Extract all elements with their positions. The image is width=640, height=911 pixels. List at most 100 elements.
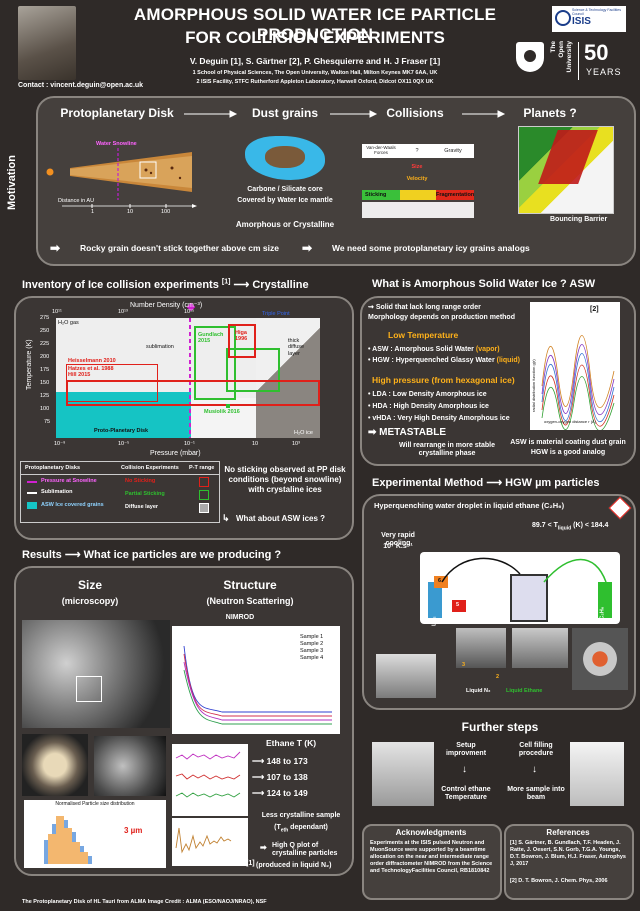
refs-2: [2] D. T. Bowron, J. Chem. Phys, 2006 (510, 878, 608, 884)
size-3um-label: 3 µm (124, 826, 143, 835)
isis-logo-sub: Science & Technology Facilities Council (572, 8, 621, 17)
inventory-ref: [1] (221, 278, 231, 286)
legend-no-sticking: No Sticking (125, 478, 156, 484)
motivation-col-dust: Dust grains (251, 106, 318, 120)
gravity-label: Gravity (444, 148, 462, 154)
asw-line-1: ⇝ Solid that lack long range order (368, 304, 481, 311)
ack-text: Experiments at the ISIS pulsed Neutron a… (370, 840, 493, 875)
rdf-x-label: oxygen-oxygen distance r (Å) (544, 419, 597, 424)
phase-legend: Protoplanetary Disks Collision Experimen… (20, 461, 220, 523)
legend-grey-box (199, 503, 209, 513)
inventory-note: No sticking observed at PP disk conditio… (224, 465, 346, 494)
method-title-2: HGW µm particles (505, 477, 600, 489)
ethane-range-3-text: 124 to 149 (266, 788, 308, 798)
asw-title: What is Amorphous Solid Water Ice ? ASW (372, 278, 595, 290)
less-2-text-b: dependant) (288, 824, 328, 831)
legend-asw-swatch (27, 502, 37, 509)
legend-pt-header: P-T range (189, 465, 215, 471)
further-photo-1 (372, 742, 434, 806)
highq-arrow: ➡ (260, 843, 267, 852)
further-step-1: Setup improvment (445, 742, 487, 758)
grain-desc-2: Covered by Water Ice mantle (237, 197, 333, 204)
method-hyper: Hyperquenching water droplet in liquid e… (374, 501, 565, 510)
pressure-tick-5: 10³ (292, 441, 300, 447)
temperature-axis-label: Temperature (K) (26, 339, 33, 390)
tick-100: 100 (161, 209, 171, 215)
asw-high-pressure: High pressure (from hexagonal ice) (372, 375, 515, 385)
further-arrow-1: ↓ (462, 764, 467, 775)
asw-item-lda: • LDA : Low Density Amorphous ice (368, 391, 487, 398)
microscopy-image (22, 620, 170, 728)
asw-item-hda-text: HDA : High Density Amorphous ice (372, 403, 489, 410)
exp-box-red-3 (228, 324, 256, 358)
further-step-3: Control ethane Temperature (441, 786, 491, 802)
further-title: Further steps (461, 720, 539, 734)
asw-l1-text: Solid that lack long range order (375, 304, 481, 311)
motivation-bottom-text-1: Rocky grain doesn't stick together above… (80, 243, 279, 253)
ou-years-label: YEARS (586, 67, 622, 77)
footer-credit: The Protoplanetary Disk of HL Tauri from… (22, 899, 267, 905)
temp-tick-150: 150 (40, 380, 50, 386)
results-size: Size (77, 578, 102, 592)
exp-label-4: Gundlach 2015 (198, 332, 224, 345)
ack-title: Acknowledgments (395, 828, 467, 837)
refs-panel (504, 824, 634, 900)
asw-title-2: ASW (569, 278, 596, 290)
temp-tick-200: 200 (40, 354, 50, 360)
label-2: 2 (496, 674, 500, 680)
method-range-sub: liquid (557, 525, 572, 532)
asw-item-vhda: • vHDA : Very High Density Amorphous ice (368, 415, 510, 422)
temp-tick-100: 100 (40, 406, 50, 412)
ethane-range-1: ⟶ 148 to 173 (252, 756, 308, 766)
legend-sublimation: Sublimation (41, 489, 73, 495)
asw-metastable: ➡ METASTABLE (368, 427, 447, 438)
numdens-tick-3: 10¹⁵ (184, 309, 195, 315)
further-step-2: Cell filling procedure (518, 742, 554, 758)
collision-regime-diagram: Van-der-Waals Forces ? Gravity Size Velo… (362, 130, 478, 222)
ethane-range-1-text: 148 to 173 (266, 756, 308, 766)
numdens-tick-1: 10¹¹ (52, 309, 62, 315)
nimrod-legend-2: Sample 2 (300, 641, 324, 647)
exp-label-5: Higa 1996 (235, 330, 248, 343)
unknown-label: ? (415, 148, 419, 154)
asw-foot-2: HGW is a good analog (530, 449, 606, 456)
inventory-arrow: ⟶ (233, 279, 253, 291)
motivation-bottom-arrow-2: ➡ (302, 241, 313, 255)
legend-snowline: Pressure at Snowline (41, 478, 97, 484)
nimrod-label: NIMROD (225, 614, 255, 621)
bouncing-barrier-label: Bouncing Barrier (550, 216, 608, 223)
isis-logo-mark (555, 10, 571, 26)
sun-icon (46, 168, 54, 176)
method-rapid-1: Very rapid cooling (381, 532, 415, 548)
legend-green-box (199, 490, 209, 500)
tick-10: 10 (127, 209, 134, 215)
contact-email[interactable]: Contact : vincent.deguin@open.ac.uk (18, 82, 144, 89)
inventory-title-text: Inventory of Ice collision experiments (22, 279, 219, 291)
asw-item-asw: • ASW : Amorphous Solid Water (vapor) (368, 346, 500, 353)
temp-tick-75: 75 (44, 419, 51, 425)
label-ln2: LN₂ (431, 616, 438, 627)
asw-rearrange: Will rearrange in more stable crystallin… (398, 442, 496, 458)
h2o-ice-label: H₂O ice (294, 430, 313, 436)
ethane-header: Ethane T (K) (266, 738, 317, 748)
exp-label-6: Musiolik 2016 (204, 409, 240, 415)
ou-text-open: Open (558, 41, 565, 58)
apparatus-tubes (441, 557, 607, 583)
vessel-5-red (452, 600, 466, 612)
affiliation-2: 2 ISIS Facility, STFC Rutherford Appleto… (196, 79, 434, 85)
method-arrow: ⟶ (486, 477, 506, 489)
exp-label-1: Hatzes et al. 1988 (68, 366, 114, 372)
page-title-line2: FOR COLLISION EXPERIMENTS (185, 28, 445, 47)
inventory-what-arrow: ↳ (222, 513, 230, 523)
ethane-range-2-text: 107 to 138 (266, 772, 308, 782)
apparatus-photo-4 (572, 628, 628, 690)
asw-item-vhda-text: vHDA : Very High Density Amorphous ice (372, 415, 510, 422)
grain-desc-1: Carbone / Silicate core (247, 186, 323, 193)
inventory-title-2: Crystalline (252, 279, 309, 291)
apparatus-diagram: 6 5 (420, 552, 620, 624)
author-photo (18, 6, 76, 80)
asw-item-asw-text: ASW : Amorphous Solid Water (372, 346, 474, 353)
inventory-what: What about ASW ices ? (236, 514, 326, 523)
protoplanetary-disk-diagram (46, 148, 197, 208)
asw-low-temp: Low Temperature (388, 330, 459, 340)
